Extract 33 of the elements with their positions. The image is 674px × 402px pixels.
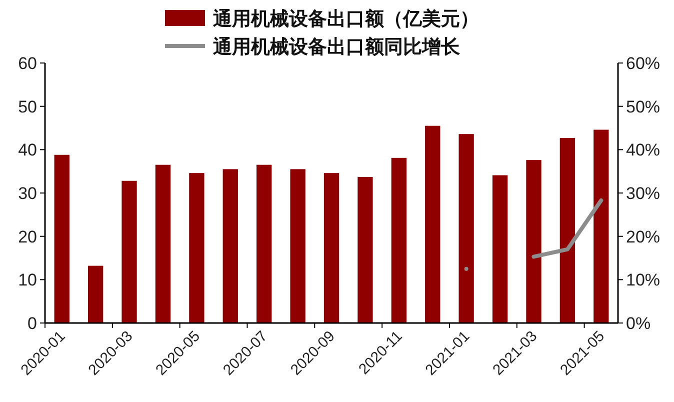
y2-tick-label: 10%	[626, 270, 660, 290]
bar	[425, 126, 440, 323]
y-tick-label: 20	[18, 227, 37, 246]
y-tick-label: 50	[18, 97, 37, 116]
y-tick-label: 30	[18, 184, 37, 203]
y2-tick-label: 50%	[626, 97, 660, 116]
y2-tick-label: 60%	[626, 54, 660, 73]
y-tick-label: 40	[18, 140, 37, 160]
y2-tick-label: 40%	[626, 140, 660, 160]
bar	[458, 134, 474, 323]
bar	[560, 138, 576, 323]
bar	[526, 160, 542, 323]
y-tick-label: 0	[28, 314, 37, 333]
bar	[324, 173, 340, 323]
y2-tick-label: 20%	[626, 227, 660, 246]
y-tick-label: 60	[18, 54, 37, 73]
legend-label: 通用机械设备出口额同比增长	[212, 36, 461, 58]
bar	[54, 154, 70, 323]
y2-tick-label: 0%	[626, 314, 651, 333]
bar	[358, 176, 373, 323]
bar	[492, 175, 508, 323]
y-tick-label: 10	[18, 270, 37, 290]
bar	[222, 169, 238, 323]
bar	[290, 169, 306, 323]
bar	[189, 173, 204, 323]
bar	[391, 158, 406, 323]
y2-tick-label: 30%	[626, 184, 660, 203]
bar	[594, 130, 609, 323]
bar	[88, 266, 104, 323]
legend-label: 通用机械设备出口额（亿美元）	[212, 8, 479, 30]
bar	[155, 164, 171, 323]
bar	[122, 180, 137, 323]
bar	[256, 164, 272, 323]
